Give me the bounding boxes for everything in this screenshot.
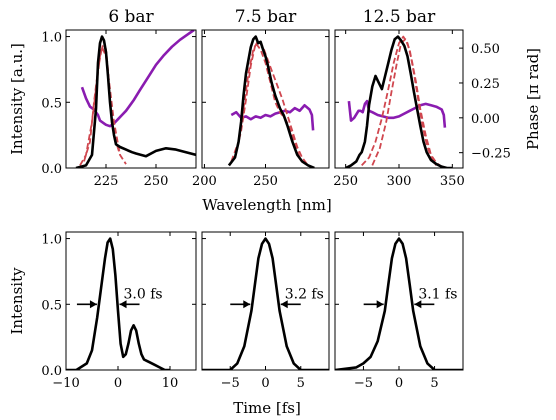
fwhm-arrow-left-head (89, 300, 97, 309)
series-phase-4 (230, 104, 315, 131)
series-retrieved-2 (361, 35, 443, 168)
panel-title: 7.5 bar (235, 7, 297, 27)
x-tick-label: 5 (297, 376, 305, 391)
fwhm-arrow-right-head (414, 300, 422, 309)
series-measured-1 (335, 237, 463, 370)
y2-tick-label: 0.00 (471, 112, 500, 127)
panel-title: 12.5 bar (363, 7, 436, 27)
x-tick-label: 250 (333, 174, 358, 189)
y-tick-label: 1.0 (41, 31, 62, 46)
series-retrieved-3 (83, 46, 121, 162)
y-axis-label: Intensity [a.u.] (8, 43, 26, 155)
xlabel-wavelength: Wavelength [nm] (202, 196, 331, 214)
panel-5: −5 0 5 3.2 fs (201, 231, 330, 391)
panel-6: −5 0 5 3.1 fs (334, 231, 464, 391)
x-tick-label: 300 (387, 174, 412, 189)
x-tick-label: 250 (144, 174, 169, 189)
y-axis-label: Intensity (8, 267, 26, 335)
fwhm-label: 3.0 fs (124, 286, 163, 302)
y2-tick-label: −0.25 (471, 147, 511, 162)
fwhm-arrow-left-head (243, 300, 251, 309)
x-tick-label: −5 (354, 376, 373, 391)
x-tick-label: 0 (114, 376, 122, 391)
fwhm-arrow-right-head (280, 300, 288, 309)
x-tick-label: 10 (162, 376, 179, 391)
y2-axis-label: Phase [π rad] (524, 48, 542, 150)
fwhm-arrow-left-head (376, 300, 384, 309)
y-tick-label: 0.5 (41, 96, 62, 111)
series-measured-1 (227, 35, 315, 168)
y-tick-label: 1.0 (41, 233, 62, 248)
panel-2: 200 250 7.5 bar (192, 7, 330, 189)
xlabel-time: Time [fs] (233, 399, 301, 417)
panel-3: 250 300 350 −0.25 0.00 0.25 0.50 12.5 bar Phase … (333, 7, 542, 189)
panel-frame (65, 29, 197, 169)
x-tick-label: 350 (440, 174, 465, 189)
fwhm-label: 3.1 fs (418, 286, 457, 302)
panel-frame (201, 29, 330, 169)
y-tick-label: 0.0 (41, 364, 62, 379)
series-measured-1 (345, 35, 453, 168)
series-measured-1 (202, 237, 329, 370)
y2-tick-label: 0.50 (471, 42, 500, 57)
panel-1: 225 250 0.0 0.5 1.0 6 bar Intensity [a.u.] (8, 7, 197, 189)
y-tick-label: 0.0 (41, 162, 62, 177)
x-tick-label: −5 (221, 376, 240, 391)
y-tick-label: 0.5 (41, 298, 62, 313)
panel-4: −10 0 10 0.0 0.5 1.0 Intensity 3.0 fs (8, 231, 197, 391)
series-measured-1 (66, 237, 170, 370)
series-phase-4 (347, 99, 447, 128)
x-tick-label: 200 (192, 174, 217, 189)
panel-title: 6 bar (108, 7, 154, 27)
x-tick-label: −10 (52, 376, 79, 391)
fwhm-arrow-right-head (119, 300, 127, 309)
series-measured-1 (75, 35, 196, 168)
panel-frame (65, 231, 197, 371)
series-retrieved-3 (371, 38, 438, 166)
x-tick-label: 0 (395, 376, 403, 391)
x-tick-label: 5 (430, 376, 438, 391)
series-retrieved-2 (230, 39, 308, 165)
x-tick-label: 225 (94, 174, 119, 189)
y2-tick-label: 0.25 (471, 77, 500, 92)
x-tick-label: 0 (261, 376, 269, 391)
fwhm-label: 3.2 fs (285, 286, 324, 302)
x-tick-label: 250 (253, 174, 278, 189)
